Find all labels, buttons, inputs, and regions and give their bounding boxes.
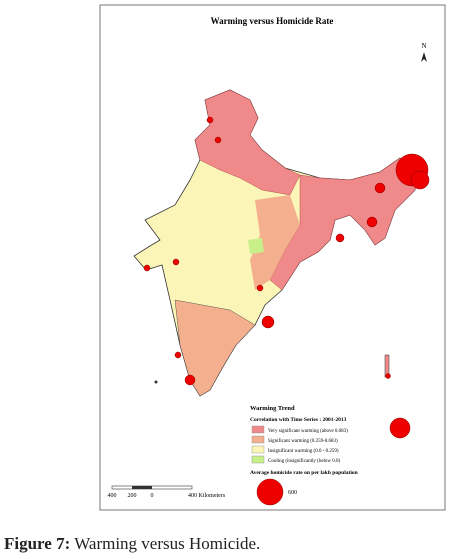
region-significant	[250, 195, 300, 290]
caption: Figure 7: Warming versus Homicide.	[4, 534, 260, 554]
scale-bar-segment	[132, 486, 152, 489]
legend-subtitle: Correlation with Time Series : 2001-2013	[250, 417, 347, 423]
bubble	[374, 182, 386, 194]
north-label: N	[421, 42, 426, 50]
bubble	[206, 116, 214, 124]
legend-swatch	[251, 425, 265, 434]
north-arrow	[421, 52, 427, 62]
bubble	[385, 373, 391, 379]
bubble	[143, 264, 151, 272]
bubble-legend-mark	[256, 478, 284, 506]
legend-label: Very significant warming (above 0.683)	[268, 429, 348, 434]
bubble	[261, 315, 275, 329]
legend-swatch	[251, 445, 265, 454]
map-figure: Warming versus Homicide Rate N Warming T…	[99, 4, 446, 511]
bubble	[366, 216, 378, 228]
bubble	[256, 284, 264, 292]
bubble	[335, 233, 345, 243]
legend-swatch	[251, 455, 265, 464]
bubble	[172, 258, 180, 266]
legend-swatch	[251, 435, 265, 444]
bubble-legend-title: Average homicide rate on per lakh popula…	[250, 470, 358, 476]
scale-bar	[111, 485, 193, 490]
region-cooling	[248, 238, 264, 254]
map-title: Warming versus Homicide Rate	[211, 16, 334, 26]
bubble	[214, 136, 222, 144]
bubble	[184, 374, 196, 386]
bubble	[174, 351, 182, 359]
legend: Very significant warming (above 0.683) Si…	[251, 425, 348, 464]
legend-label: Cooling (insignificantly (below 0.0)	[268, 459, 341, 464]
legend-label: Insignificant warming (0.0 - 0.259)	[268, 449, 339, 454]
scale-label: 400	[108, 493, 117, 499]
legend-label: Significant warming (0.259-0.683)	[268, 439, 338, 444]
scale-label: 200	[128, 493, 137, 499]
homicide-bubbles	[143, 116, 430, 439]
scale-label: 0	[151, 493, 154, 499]
region-very-significant	[194, 89, 301, 196]
bubble	[389, 417, 411, 439]
bubble-legend-label: 600	[288, 490, 297, 496]
region-significant	[174, 299, 256, 397]
legend-title: Warming Trend	[250, 405, 295, 412]
caption-text: Warming versus Homicide.	[74, 534, 261, 553]
island	[154, 380, 158, 384]
bubble	[410, 170, 430, 190]
scale-label: 400 Kilometers	[188, 493, 226, 499]
caption-label: Figure 7:	[4, 534, 71, 553]
